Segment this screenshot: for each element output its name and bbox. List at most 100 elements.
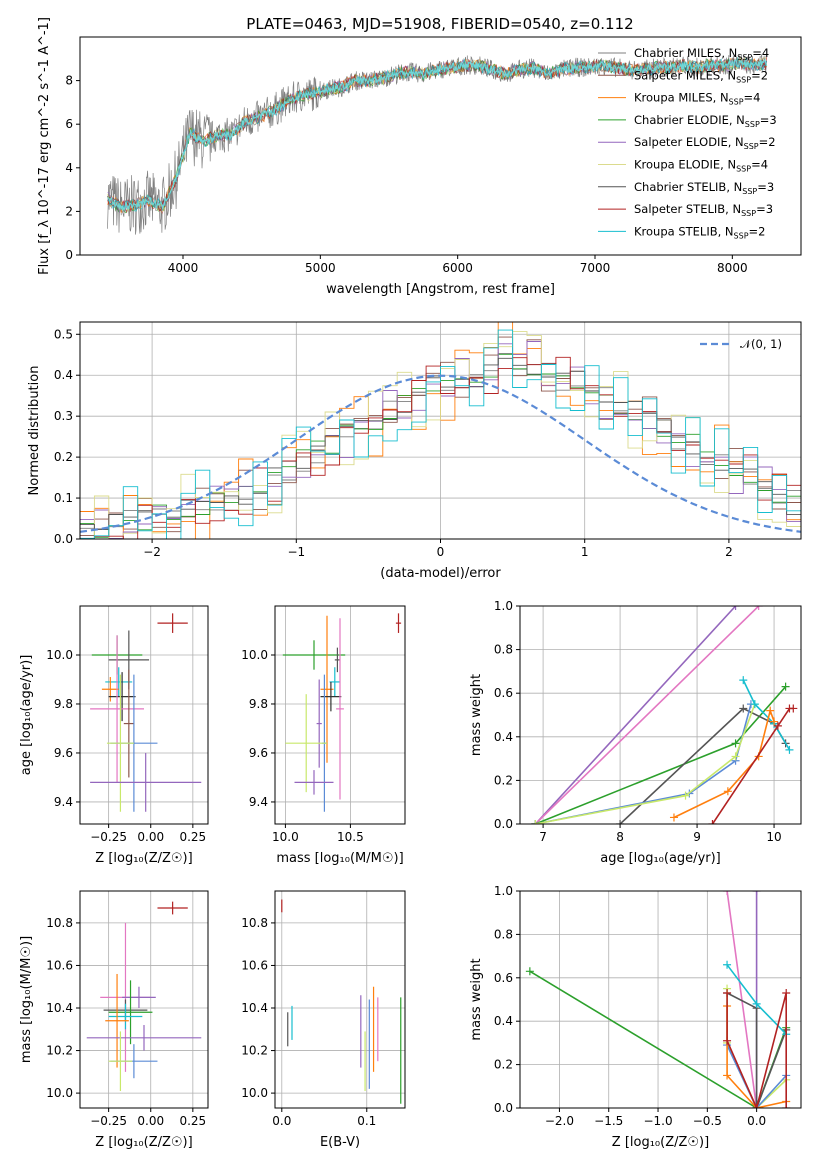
panel-age-vs-mass: 10.0 10.5 9.4 9.6 9.8 10.0 mass [log₁₀(M/M☉)] [241,605,406,866]
errorbar-point [316,679,322,768]
y-tick-label: 9.4 [54,795,73,809]
y-tick-label: 9.8 [54,697,73,711]
x-axis-label: Z [log₁₀(Z/Z☉)] [95,851,192,866]
weight-point-marker [773,721,782,730]
legend-entry: 𝒩(0, 1) [740,337,782,351]
axes-frame [274,890,406,1109]
plot-area-spectrum [107,54,768,235]
weight-series-line [534,606,737,824]
errorbar-point [108,980,153,1045]
weight-point-marker [723,1071,732,1080]
y-tick-label: 0.2 [494,773,513,787]
y-tick-label: 0.4 [494,730,513,744]
axes-frame [519,890,802,1109]
x-tick-label: 0.0 [272,1114,291,1128]
x-tick-label: 10 [766,830,781,844]
panel-spectrum: 4000 5000 6000 7000 8000 0 2 4 6 8 wavelength [Ang… [37,17,802,297]
y-tick-label: 10.0 [46,648,73,662]
model-spectrum-line [107,58,767,214]
errorbar-point [122,986,156,1009]
weight-point-marker [531,820,540,824]
weight-point-marker [752,891,761,895]
y-tick-label: 10.2 [241,1044,268,1058]
x-tick-label: 0 [437,545,445,559]
weight-point-marker [723,787,732,796]
best-model-line [107,58,768,213]
y-tick-label: 10.0 [46,1086,73,1100]
y-axis-label: age [log₁₀(age/yr)] [19,655,34,776]
x-tick-label: 10.5 [337,830,364,844]
errorbar-point [320,615,334,763]
panel-mass-vs-z: −0.25 0.00 0.25 10.0 10.2 10.4 10.6 10.8 Z [log₁… [19,890,209,1150]
legend-entry: Chabrier ELODIE, NSSP=3 [634,113,777,129]
y-axis-label: mass weight [469,958,484,1040]
x-tick-label: 0.25 [179,830,206,844]
weight-point-marker [770,717,779,726]
panel-age-vs-z: −0.25 0.00 0.25 9.4 9.6 9.8 10.0 Z [log₁₀(Z/Z☉)… [19,605,209,866]
errorbar-point [285,694,327,793]
errorbar-point [90,635,144,783]
spectrum-legend: Chabrier MILES, NSSP=4 Salpeter MILES, NS… [598,46,777,240]
y-tick-label: 10.2 [46,1044,73,1058]
errorbar-point [108,1031,133,1091]
y-axis-label: Normed distribution [27,366,42,496]
y-tick-label: 1.0 [494,884,513,898]
axes-frame [79,605,209,825]
legend-entry: Salpeter MILES, NSSP=2 [634,68,768,84]
axes-frame [79,36,802,256]
weight-point-marker [739,676,748,685]
weight-point-marker [723,960,732,969]
weight-point-marker [731,739,740,748]
x-axis-label: mass [log₁₀(M/M☉)] [276,851,403,866]
weight-point-marker [616,820,625,824]
errorbar-point [108,672,136,722]
y-tick-label: 8 [65,74,73,88]
y-tick-label: 10.4 [241,1001,268,1015]
weight-point-marker [752,1104,761,1108]
weight-series-line [535,703,752,824]
plot-area-weight-vs-z [525,891,791,1108]
x-tick-label: 7000 [580,261,611,275]
y-tick-label: 1.0 [494,599,513,613]
plot-area-mass-vs-ebv [281,899,402,1104]
x-tick-label: 4000 [168,261,199,275]
x-tick-label: −1.0 [643,1114,672,1128]
y-tick-label: 9.8 [249,697,268,711]
weight-point-marker [754,606,763,610]
axes-frame [274,605,406,825]
x-tick-label: 0.1 [357,1114,376,1128]
x-tick-label: 1 [581,545,589,559]
legend-entry: Salpeter ELODIE, NSSP=2 [634,135,776,151]
y-tick-label: 0.4 [54,368,73,382]
weight-point-marker [752,999,761,1008]
figure-title: PLATE=0463, MJD=51908, FIBERID=0540, z=0… [246,15,633,33]
errorbar-point [123,669,134,778]
y-tick-label: 0.6 [494,686,513,700]
x-tick-label: −2.0 [545,1114,574,1128]
y-tick-label: 0.2 [54,450,73,464]
weight-point-marker [789,704,798,713]
y-tick-label: 9.6 [54,746,73,760]
weight-series-line [742,679,791,751]
axes-frame [79,890,209,1109]
weight-point-marker [782,1104,791,1108]
panel-weight-vs-age: 7 8 9 10 0.0 0.2 0.4 0.6 0.8 1.0 age [log₁₀(age/yr… [469,599,802,866]
x-tick-label: 5000 [305,261,336,275]
weight-point-marker [723,1036,732,1045]
chart-panels: 4000 5000 6000 7000 8000 0 2 4 6 8 wavelength [Ang… [19,17,802,1150]
x-tick-label: 0.00 [137,1114,164,1128]
y-tick-label: 6 [65,117,73,131]
y-tick-label: 2 [65,204,73,218]
weight-series-line [726,992,787,1108]
x-tick-label: 10.0 [272,830,299,844]
y-tick-label: 0.8 [494,643,513,657]
errorbar-point [105,973,129,1068]
y-tick-label: 10.6 [46,958,73,972]
weight-series-line [535,686,787,824]
x-tick-label: 8 [616,830,624,844]
weight-point-marker [750,700,759,709]
errorbar-point [334,647,340,673]
y-tick-label: 9.4 [249,795,268,809]
weight-point-marker [731,606,740,610]
